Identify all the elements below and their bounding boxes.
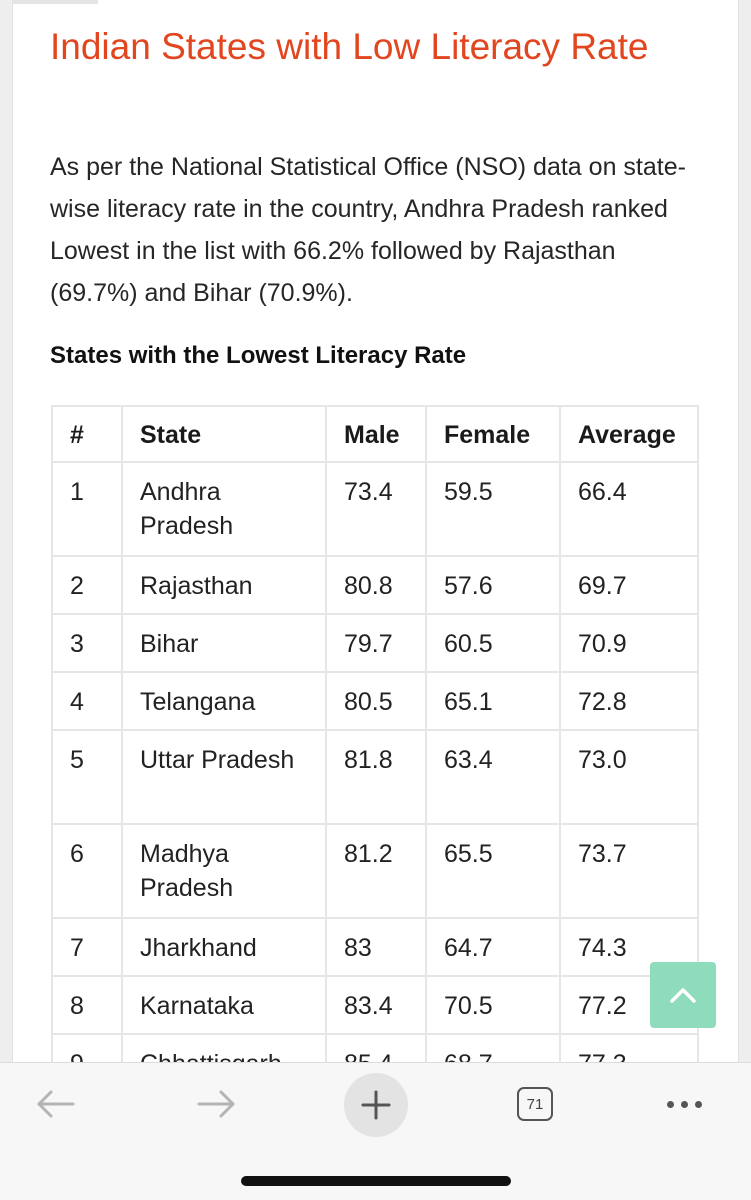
cell-average: 70.9 xyxy=(559,613,699,673)
new-tab-button[interactable] xyxy=(344,1073,408,1137)
arrow-left-icon xyxy=(37,1090,75,1118)
cell-average: 74.3 xyxy=(559,917,699,977)
cell-female: 60.5 xyxy=(425,613,561,673)
cell-male: 81.8 xyxy=(325,729,427,825)
cell-male: 79.7 xyxy=(325,613,427,673)
cell-num: 4 xyxy=(51,671,123,731)
page-margin-left xyxy=(0,0,13,1062)
tabs-button[interactable]: 71 xyxy=(510,1079,560,1129)
table-row: 5 Uttar Pradesh 81.8 63.4 73.0 xyxy=(51,729,699,825)
cell-num: 5 xyxy=(51,729,123,825)
table-row: 6 Madhya Pradesh 81.2 65.5 73.7 xyxy=(51,823,699,919)
table-heading: States with the Lowest Literacy Rate xyxy=(50,342,467,369)
cell-num: 7 xyxy=(51,917,123,977)
cell-state: Telangana xyxy=(121,671,327,731)
cell-female: 57.6 xyxy=(425,555,561,615)
home-indicator xyxy=(241,1176,511,1186)
cell-num: 6 xyxy=(51,823,123,919)
cell-male: 81.2 xyxy=(325,823,427,919)
cell-male: 80.8 xyxy=(325,555,427,615)
table-row: 3 Bihar 79.7 60.5 70.9 xyxy=(51,613,699,673)
header-average: Average xyxy=(559,405,699,463)
plus-icon xyxy=(361,1090,391,1120)
table-row: 1 Andhra Pradesh 73.4 59.5 66.4 xyxy=(51,461,699,557)
chevron-up-icon xyxy=(670,988,696,1003)
header-male: Male xyxy=(325,405,427,463)
header-female: Female xyxy=(425,405,561,463)
cell-state: Uttar Pradesh xyxy=(121,729,327,825)
cell-female: 64.7 xyxy=(425,917,561,977)
cell-male: 83.4 xyxy=(325,975,427,1035)
cell-state: Karnataka xyxy=(121,975,327,1035)
literacy-table: # State Male Female Average 1 Andhra Pra… xyxy=(51,405,699,1093)
article-intro: As per the National Statistical Office (… xyxy=(50,153,686,307)
cell-average: 73.0 xyxy=(559,729,699,825)
cell-female: 65.5 xyxy=(425,823,561,919)
table-row: 2 Rajasthan 80.8 57.6 69.7 xyxy=(51,555,699,615)
cell-num: 3 xyxy=(51,613,123,673)
table-row: 7 Jharkhand 83 64.7 74.3 xyxy=(51,917,699,977)
page-margin-right xyxy=(738,0,751,1062)
cell-average: 66.4 xyxy=(559,461,699,557)
header-num: # xyxy=(51,405,123,463)
arrow-right-icon xyxy=(197,1090,235,1118)
cell-state: Bihar xyxy=(121,613,327,673)
cell-state: Jharkhand xyxy=(121,917,327,977)
forward-button[interactable] xyxy=(190,1079,242,1129)
article-title: Indian States with Low Literacy Rate xyxy=(50,26,649,67)
page-edge-bar xyxy=(12,0,98,4)
cell-female: 63.4 xyxy=(425,729,561,825)
table-row: 8 Karnataka 83.4 70.5 77.2 xyxy=(51,975,699,1035)
cell-female: 65.1 xyxy=(425,671,561,731)
cell-female: 59.5 xyxy=(425,461,561,557)
cell-average: 72.8 xyxy=(559,671,699,731)
cell-male: 73.4 xyxy=(325,461,427,557)
cell-num: 8 xyxy=(51,975,123,1035)
cell-male: 83 xyxy=(325,917,427,977)
more-menu-button[interactable] xyxy=(656,1079,712,1129)
cell-state: Rajasthan xyxy=(121,555,327,615)
cell-average: 73.7 xyxy=(559,823,699,919)
cell-average: 69.7 xyxy=(559,555,699,615)
table-header-row: # State Male Female Average xyxy=(51,405,699,463)
cell-state: Andhra Pradesh xyxy=(121,461,327,557)
cell-male: 80.5 xyxy=(325,671,427,731)
header-state: State xyxy=(121,405,327,463)
tab-count-badge: 71 xyxy=(517,1087,553,1121)
cell-state: Madhya Pradesh xyxy=(121,823,327,919)
more-horizontal-icon xyxy=(666,1100,702,1108)
scroll-to-top-button[interactable] xyxy=(650,962,716,1028)
back-button[interactable] xyxy=(30,1079,82,1129)
cell-female: 70.5 xyxy=(425,975,561,1035)
cell-num: 1 xyxy=(51,461,123,557)
table-row: 4 Telangana 80.5 65.1 72.8 xyxy=(51,671,699,731)
cell-num: 2 xyxy=(51,555,123,615)
